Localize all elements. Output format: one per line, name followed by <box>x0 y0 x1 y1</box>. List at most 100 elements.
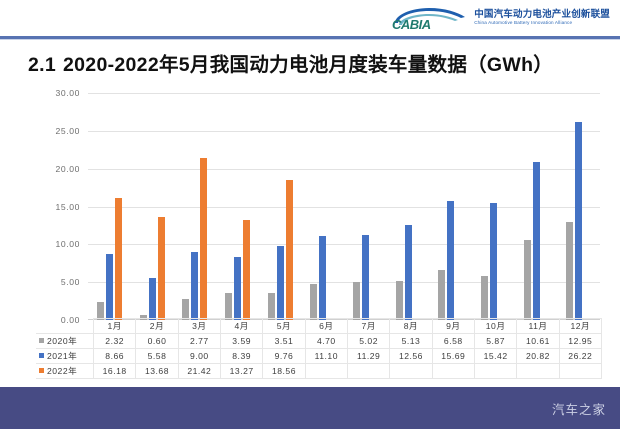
table-row-header: 2020年 <box>36 333 94 349</box>
table-cell <box>431 363 475 379</box>
bar-y2020 <box>139 315 147 320</box>
table-cell <box>473 363 518 379</box>
legend-swatch-y2022 <box>39 367 44 373</box>
gridline <box>88 93 600 94</box>
bar-y2021 <box>489 203 497 320</box>
table-cell: 5.02 <box>346 333 391 349</box>
table-cell <box>516 363 560 379</box>
bar-group <box>216 93 259 320</box>
legend-label: 2020年 <box>47 336 78 346</box>
table-cell: 20.82 <box>516 348 560 364</box>
bar-y2020 <box>523 239 531 320</box>
table-cell: 16.18 <box>92 363 137 379</box>
table-cell: 11.29 <box>346 348 391 364</box>
slide-header: CABIA 中国汽车动力电池产业创新联盟 China Automotive Ba… <box>0 0 620 36</box>
logo-name-cn: 中国汽车动力电池产业创新联盟 <box>474 8 610 20</box>
table-cell: 15.69 <box>431 348 475 364</box>
bar-y2020 <box>438 270 446 320</box>
bar-y2022 <box>157 216 165 320</box>
bar-group <box>88 93 131 320</box>
table-column-header: 4月 <box>219 318 264 334</box>
bar-y2020 <box>480 275 488 320</box>
data-table-wrapper: 1月 2月 3月 4月 5月 6月 7月 8月 9月 10月 11月 12月 2020年 2.32 0.60… <box>36 318 603 379</box>
table-cell: 5.58 <box>135 348 179 364</box>
y-axis-tick-label: 20.00 <box>55 163 80 174</box>
table-cell <box>389 363 433 379</box>
bar-y2022 <box>200 157 208 320</box>
bar-y2021 <box>276 246 284 320</box>
table-cell: 9.00 <box>177 348 221 364</box>
bar-y2021 <box>447 201 455 320</box>
table-column-header: 10月 <box>473 318 518 334</box>
table-cell: 4.70 <box>304 333 348 349</box>
table-column-header: 12月 <box>558 318 603 334</box>
bar-y2021 <box>361 234 369 320</box>
cabia-logo-text: 中国汽车动力电池产业创新联盟 China Automotive Battery … <box>474 10 610 26</box>
bar-y2021 <box>404 224 412 320</box>
table-cell: 9.76 <box>262 348 306 364</box>
legend-label: 2021年 <box>47 351 78 361</box>
y-axis-tick-label: 5.00 <box>60 277 80 288</box>
table-cell: 15.42 <box>473 348 518 364</box>
table-cell: 8.66 <box>92 348 137 364</box>
table-cell: 11.10 <box>304 348 348 364</box>
table-cell: 8.39 <box>219 348 264 364</box>
bar-group <box>472 93 515 320</box>
bar-y2021 <box>319 236 327 320</box>
table-cell <box>346 363 391 379</box>
bar-y2020 <box>224 292 232 320</box>
bar-y2020 <box>310 284 318 320</box>
table-column-header: 11月 <box>516 318 560 334</box>
table-cell: 2.77 <box>177 333 221 349</box>
table-cell: 12.95 <box>558 333 603 349</box>
table-cell: 6.58 <box>431 333 475 349</box>
table-cell: 3.51 <box>262 333 306 349</box>
table-cell <box>558 363 603 379</box>
table-column-header: 8月 <box>389 318 433 334</box>
legend-swatch-y2021 <box>39 352 44 358</box>
table-column-header: 3月 <box>177 318 221 334</box>
y-axis-tick-label: 30.00 <box>55 88 80 98</box>
logo-name-en: China Automotive Battery Innovation Alli… <box>474 20 573 26</box>
slide-footer: 汽车之家 <box>0 387 620 429</box>
bar-group <box>173 93 216 320</box>
bar-y2021 <box>105 254 113 320</box>
table-column-header: 9月 <box>431 318 475 334</box>
table-cell: 5.13 <box>389 333 433 349</box>
bar-y2021 <box>148 277 156 320</box>
bar-group <box>429 93 472 320</box>
y-axis-tick-label: 10.00 <box>55 239 80 250</box>
table-corner-cell <box>36 319 94 334</box>
bar-y2021 <box>532 162 540 320</box>
bar-group <box>557 93 600 320</box>
table-row: 2020年 2.32 0.60 2.77 3.59 3.51 4.70 5.02 5.13 6.5… <box>36 333 603 349</box>
table-column-header: 2月 <box>135 318 179 334</box>
bar-y2020 <box>267 293 275 320</box>
table-column-header: 6月 <box>304 318 348 334</box>
bar-y2022 <box>114 197 122 320</box>
table-cell: 21.42 <box>177 363 221 379</box>
svg-text:CABIA: CABIA <box>392 17 431 31</box>
y-axis-tick-label: 0.00 <box>60 315 80 325</box>
legend-swatch-y2020 <box>39 337 44 343</box>
bar-y2020 <box>566 222 574 320</box>
table-column-header: 7月 <box>346 318 391 334</box>
bar-y2022 <box>285 179 293 320</box>
table-cell: 3.59 <box>219 333 264 349</box>
bar-group <box>259 93 302 320</box>
bar-y2021 <box>233 256 241 320</box>
bar-y2021 <box>191 251 199 320</box>
table-column-header: 5月 <box>262 318 306 334</box>
y-axis-tick-label: 15.00 <box>55 201 80 212</box>
bar-group <box>515 93 558 320</box>
bar-groups <box>88 93 600 320</box>
bar-y2020 <box>182 299 190 320</box>
gridline <box>88 168 600 170</box>
bar-group <box>301 93 344 320</box>
bar-chart: 0.00 5.00 10.00 15.00 20.00 25.00 30.00 <box>0 86 620 326</box>
bar-group <box>344 93 387 320</box>
cabia-logo: CABIA 中国汽车动力电池产业创新联盟 China Automotive Ba… <box>389 4 610 32</box>
header-divider <box>0 36 620 39</box>
gridline <box>88 244 600 246</box>
table-cell: 13.27 <box>219 363 264 379</box>
